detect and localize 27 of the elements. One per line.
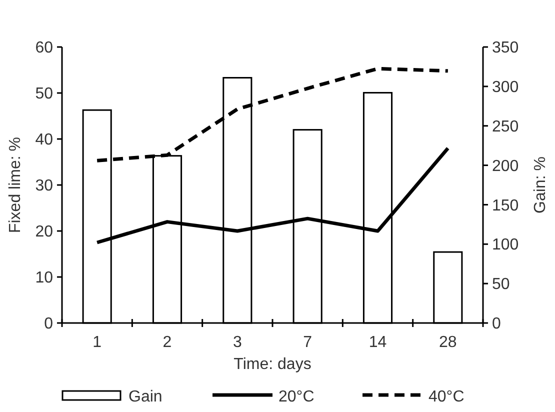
y-tick-label: 20 <box>35 224 54 241</box>
y-tick-label: 50 <box>35 86 54 103</box>
x-tick-label: 1 <box>92 334 102 351</box>
y2-tick-label: 350 <box>492 40 519 57</box>
legend-label: 20°C <box>278 388 314 406</box>
y2-tick-label: 300 <box>492 79 519 96</box>
x-tick-label: 14 <box>368 334 387 351</box>
y-tick-label: 40 <box>35 132 54 149</box>
y2-tick-label: 50 <box>492 276 510 294</box>
x-axis-title: Time: days <box>234 356 312 373</box>
x-tick-label: 28 <box>439 334 457 351</box>
y-axis-title: Fixed lime: % <box>7 136 24 234</box>
x-tick-label: 7 <box>303 334 312 351</box>
y-tick-label: 10 <box>35 270 54 287</box>
y2-tick-label: 250 <box>492 118 519 136</box>
y2-tick-label: 100 <box>492 236 519 254</box>
x-tick-label: 2 <box>162 334 172 351</box>
y2-tick-label: 0 <box>492 316 501 333</box>
legend-label: Gain <box>128 388 162 406</box>
legend-label: 40°C <box>428 388 464 406</box>
y-tick-label: 0 <box>44 316 54 333</box>
y2-tick-label: 200 <box>492 158 519 175</box>
x-tick-label: 3 <box>232 334 242 351</box>
y2-tick-label: 150 <box>492 197 519 214</box>
y-tick-label: 30 <box>35 178 54 195</box>
y2-axis-title: Gain: % <box>532 156 549 214</box>
y-tick-label: 60 <box>35 40 54 57</box>
